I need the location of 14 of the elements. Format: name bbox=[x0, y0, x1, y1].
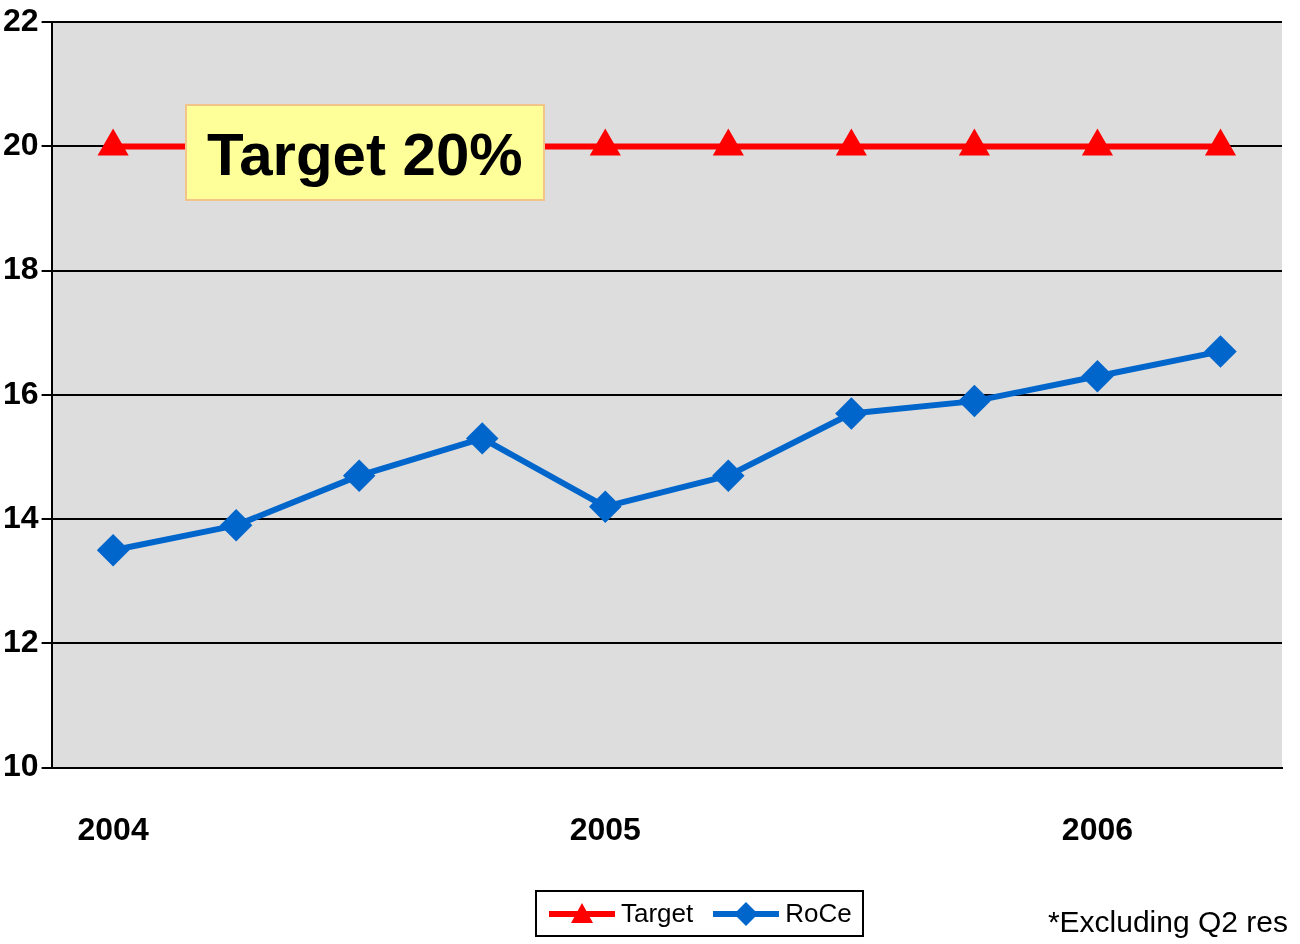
y-tick-label: 14 bbox=[3, 498, 39, 535]
legend-label: Target bbox=[621, 898, 694, 929]
y-tick-label: 16 bbox=[3, 374, 39, 411]
y-tick-label: 20 bbox=[3, 126, 39, 163]
annotation: Target 20% bbox=[185, 104, 545, 201]
y-tick-label: 22 bbox=[3, 2, 39, 39]
x-tick-label: 2006 bbox=[1061, 810, 1134, 847]
legend-label: RoCe bbox=[785, 898, 852, 929]
y-tick-label: 12 bbox=[3, 623, 39, 660]
y-tick-label: 18 bbox=[3, 250, 39, 287]
x-tick-label: 2004 bbox=[77, 810, 149, 847]
y-tick-label: 10 bbox=[3, 747, 39, 784]
text: *Excluding Q2 res bbox=[1047, 905, 1288, 939]
x-tick-label: 2005 bbox=[569, 810, 641, 847]
